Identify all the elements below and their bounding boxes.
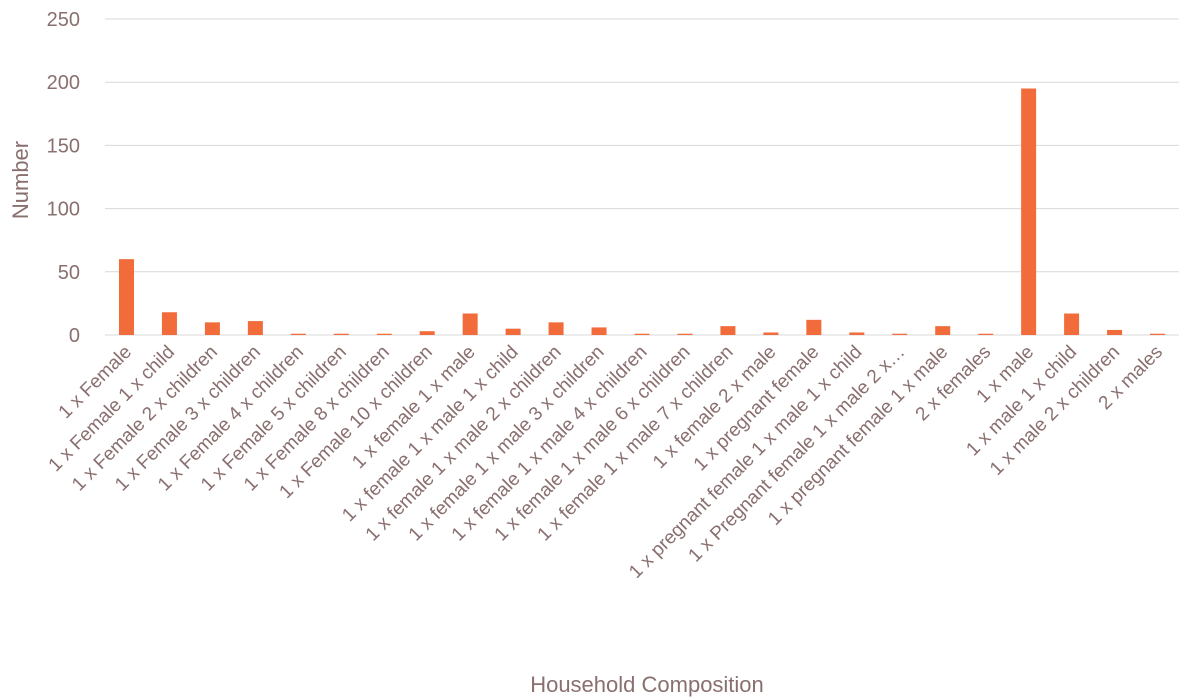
bar bbox=[1150, 333, 1166, 335]
bar bbox=[849, 332, 865, 335]
bar bbox=[720, 326, 736, 335]
y-tick-label: 0 bbox=[69, 325, 80, 347]
y-axis-ticks: 0 50 100 150 200 250 bbox=[47, 9, 80, 347]
bar bbox=[118, 259, 134, 335]
y-tick-label: 50 bbox=[58, 262, 80, 284]
bar bbox=[677, 333, 693, 335]
bar bbox=[892, 333, 908, 335]
y-tick-label: 200 bbox=[47, 72, 80, 94]
bar bbox=[591, 327, 607, 335]
bar bbox=[161, 312, 177, 335]
bar bbox=[333, 333, 349, 335]
gridlines bbox=[105, 18, 1179, 336]
x-axis-title: Household Composition bbox=[530, 672, 764, 697]
bars bbox=[118, 88, 1166, 336]
bar bbox=[1021, 88, 1037, 336]
bar bbox=[1107, 329, 1123, 335]
bar bbox=[548, 322, 564, 335]
y-tick-label: 250 bbox=[47, 9, 80, 31]
bar bbox=[247, 321, 263, 335]
bar bbox=[1064, 313, 1080, 335]
bar bbox=[763, 332, 779, 335]
bar bbox=[978, 333, 994, 335]
bar bbox=[806, 319, 822, 335]
bar bbox=[935, 326, 951, 335]
y-tick-label: 100 bbox=[47, 199, 80, 221]
bar bbox=[376, 333, 392, 335]
bar bbox=[505, 328, 521, 335]
bar bbox=[419, 331, 435, 335]
y-axis-title: Number bbox=[8, 141, 33, 219]
bar bbox=[634, 333, 650, 335]
y-tick-label: 150 bbox=[47, 135, 80, 157]
bar bbox=[290, 333, 306, 335]
bar bbox=[204, 322, 220, 335]
bar bbox=[462, 313, 478, 335]
